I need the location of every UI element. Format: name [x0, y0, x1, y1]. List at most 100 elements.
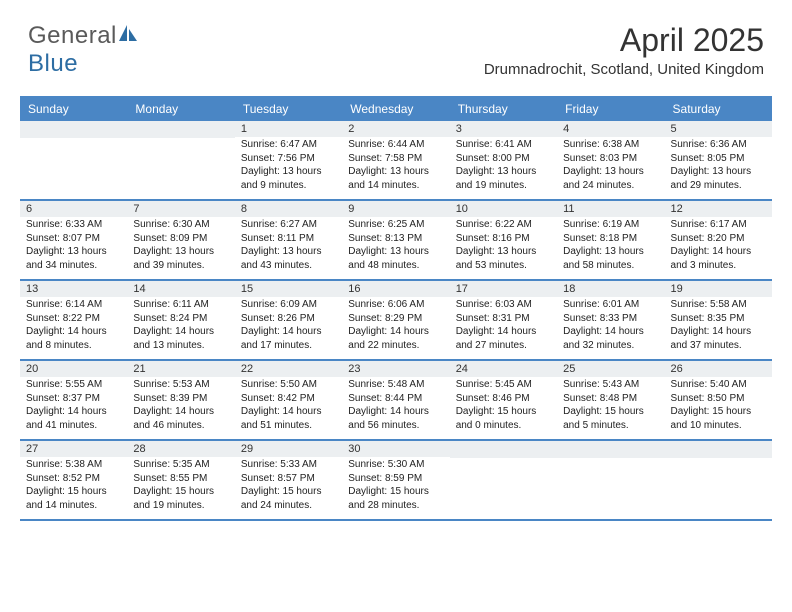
weekday-label: Monday — [127, 97, 234, 121]
daylight-text: Daylight: 13 hours and 19 minutes. — [456, 165, 551, 192]
sunset-text: Sunset: 8:18 PM — [563, 232, 658, 246]
sunset-text: Sunset: 8:50 PM — [671, 392, 766, 406]
day-details: Sunrise: 6:25 AMSunset: 8:13 PMDaylight:… — [342, 217, 449, 275]
calendar-week: 1Sunrise: 6:47 AMSunset: 7:56 PMDaylight… — [20, 121, 772, 201]
day-details: Sunrise: 5:33 AMSunset: 8:57 PMDaylight:… — [235, 457, 342, 515]
sunset-text: Sunset: 8:09 PM — [133, 232, 228, 246]
day-number: 13 — [20, 281, 127, 297]
calendar-cell: 12Sunrise: 6:17 AMSunset: 8:20 PMDayligh… — [665, 201, 772, 279]
weekday-label: Friday — [557, 97, 664, 121]
sunset-text: Sunset: 8:03 PM — [563, 152, 658, 166]
sunset-text: Sunset: 7:58 PM — [348, 152, 443, 166]
day-number: 30 — [342, 441, 449, 457]
page-title: April 2025 — [484, 22, 764, 59]
daylight-text: Daylight: 14 hours and 46 minutes. — [133, 405, 228, 432]
sunrise-text: Sunrise: 6:17 AM — [671, 218, 766, 232]
day-number: 21 — [127, 361, 234, 377]
sunset-text: Sunset: 8:52 PM — [26, 472, 121, 486]
day-number: 22 — [235, 361, 342, 377]
day-number — [557, 441, 664, 458]
daylight-text: Daylight: 13 hours and 9 minutes. — [241, 165, 336, 192]
day-details: Sunrise: 6:01 AMSunset: 8:33 PMDaylight:… — [557, 297, 664, 355]
calendar-cell: 24Sunrise: 5:45 AMSunset: 8:46 PMDayligh… — [450, 361, 557, 439]
sunset-text: Sunset: 8:33 PM — [563, 312, 658, 326]
sunset-text: Sunset: 8:20 PM — [671, 232, 766, 246]
logo: General Blue — [28, 22, 139, 78]
daylight-text: Daylight: 13 hours and 14 minutes. — [348, 165, 443, 192]
sunset-text: Sunset: 8:39 PM — [133, 392, 228, 406]
day-details: Sunrise: 6:11 AMSunset: 8:24 PMDaylight:… — [127, 297, 234, 355]
sunrise-text: Sunrise: 6:47 AM — [241, 138, 336, 152]
day-number: 9 — [342, 201, 449, 217]
sunrise-text: Sunrise: 6:30 AM — [133, 218, 228, 232]
day-details: Sunrise: 5:45 AMSunset: 8:46 PMDaylight:… — [450, 377, 557, 435]
sunset-text: Sunset: 8:26 PM — [241, 312, 336, 326]
title-block: April 2025 Drumnadrochit, Scotland, Unit… — [484, 22, 764, 78]
sunrise-text: Sunrise: 5:33 AM — [241, 458, 336, 472]
daylight-text: Daylight: 15 hours and 28 minutes. — [348, 485, 443, 512]
calendar-cell: 6Sunrise: 6:33 AMSunset: 8:07 PMDaylight… — [20, 201, 127, 279]
sunrise-text: Sunrise: 5:45 AM — [456, 378, 551, 392]
calendar-cell: 10Sunrise: 6:22 AMSunset: 8:16 PMDayligh… — [450, 201, 557, 279]
calendar-cell: 22Sunrise: 5:50 AMSunset: 8:42 PMDayligh… — [235, 361, 342, 439]
daylight-text: Daylight: 14 hours and 37 minutes. — [671, 325, 766, 352]
daylight-text: Daylight: 14 hours and 51 minutes. — [241, 405, 336, 432]
sunrise-text: Sunrise: 5:40 AM — [671, 378, 766, 392]
calendar-cell: 15Sunrise: 6:09 AMSunset: 8:26 PMDayligh… — [235, 281, 342, 359]
calendar-cell: 25Sunrise: 5:43 AMSunset: 8:48 PMDayligh… — [557, 361, 664, 439]
day-number: 1 — [235, 121, 342, 137]
sunrise-text: Sunrise: 6:27 AM — [241, 218, 336, 232]
sunset-text: Sunset: 8:48 PM — [563, 392, 658, 406]
calendar-cell: 5Sunrise: 6:36 AMSunset: 8:05 PMDaylight… — [665, 121, 772, 199]
daylight-text: Daylight: 13 hours and 48 minutes. — [348, 245, 443, 272]
daylight-text: Daylight: 15 hours and 19 minutes. — [133, 485, 228, 512]
day-number: 25 — [557, 361, 664, 377]
day-details: Sunrise: 6:41 AMSunset: 8:00 PMDaylight:… — [450, 137, 557, 195]
day-number: 28 — [127, 441, 234, 457]
logo-text-general: General — [28, 22, 117, 49]
daylight-text: Daylight: 14 hours and 41 minutes. — [26, 405, 121, 432]
weekday-label: Wednesday — [342, 97, 449, 121]
day-details: Sunrise: 6:27 AMSunset: 8:11 PMDaylight:… — [235, 217, 342, 275]
calendar-body: 1Sunrise: 6:47 AMSunset: 7:56 PMDaylight… — [20, 121, 772, 521]
calendar-cell: 7Sunrise: 6:30 AMSunset: 8:09 PMDaylight… — [127, 201, 234, 279]
day-details: Sunrise: 6:44 AMSunset: 7:58 PMDaylight:… — [342, 137, 449, 195]
day-number: 15 — [235, 281, 342, 297]
sunrise-text: Sunrise: 5:30 AM — [348, 458, 443, 472]
day-details: Sunrise: 6:33 AMSunset: 8:07 PMDaylight:… — [20, 217, 127, 275]
day-number — [127, 121, 234, 138]
sunset-text: Sunset: 8:44 PM — [348, 392, 443, 406]
day-details: Sunrise: 6:09 AMSunset: 8:26 PMDaylight:… — [235, 297, 342, 355]
daylight-text: Daylight: 14 hours and 8 minutes. — [26, 325, 121, 352]
calendar-cell: 17Sunrise: 6:03 AMSunset: 8:31 PMDayligh… — [450, 281, 557, 359]
sunset-text: Sunset: 8:42 PM — [241, 392, 336, 406]
calendar-cell: 11Sunrise: 6:19 AMSunset: 8:18 PMDayligh… — [557, 201, 664, 279]
calendar-cell — [557, 441, 664, 519]
sunset-text: Sunset: 8:00 PM — [456, 152, 551, 166]
daylight-text: Daylight: 15 hours and 5 minutes. — [563, 405, 658, 432]
calendar-cell: 9Sunrise: 6:25 AMSunset: 8:13 PMDaylight… — [342, 201, 449, 279]
calendar-week: 20Sunrise: 5:55 AMSunset: 8:37 PMDayligh… — [20, 361, 772, 441]
day-details: Sunrise: 5:38 AMSunset: 8:52 PMDaylight:… — [20, 457, 127, 515]
calendar-week: 6Sunrise: 6:33 AMSunset: 8:07 PMDaylight… — [20, 201, 772, 281]
day-details: Sunrise: 6:38 AMSunset: 8:03 PMDaylight:… — [557, 137, 664, 195]
day-details: Sunrise: 6:14 AMSunset: 8:22 PMDaylight:… — [20, 297, 127, 355]
sunset-text: Sunset: 8:11 PM — [241, 232, 336, 246]
sunrise-text: Sunrise: 6:41 AM — [456, 138, 551, 152]
sunrise-text: Sunrise: 5:58 AM — [671, 298, 766, 312]
day-number — [665, 441, 772, 458]
day-number: 5 — [665, 121, 772, 137]
calendar-cell: 29Sunrise: 5:33 AMSunset: 8:57 PMDayligh… — [235, 441, 342, 519]
sunrise-text: Sunrise: 6:01 AM — [563, 298, 658, 312]
daylight-text: Daylight: 13 hours and 43 minutes. — [241, 245, 336, 272]
day-details: Sunrise: 5:35 AMSunset: 8:55 PMDaylight:… — [127, 457, 234, 515]
sunrise-text: Sunrise: 6:25 AM — [348, 218, 443, 232]
weekday-label: Saturday — [665, 97, 772, 121]
logo-text-blue: Blue — [28, 50, 78, 77]
calendar-cell: 27Sunrise: 5:38 AMSunset: 8:52 PMDayligh… — [20, 441, 127, 519]
sunset-text: Sunset: 8:22 PM — [26, 312, 121, 326]
daylight-text: Daylight: 13 hours and 53 minutes. — [456, 245, 551, 272]
day-number: 10 — [450, 201, 557, 217]
day-number: 3 — [450, 121, 557, 137]
day-number: 14 — [127, 281, 234, 297]
